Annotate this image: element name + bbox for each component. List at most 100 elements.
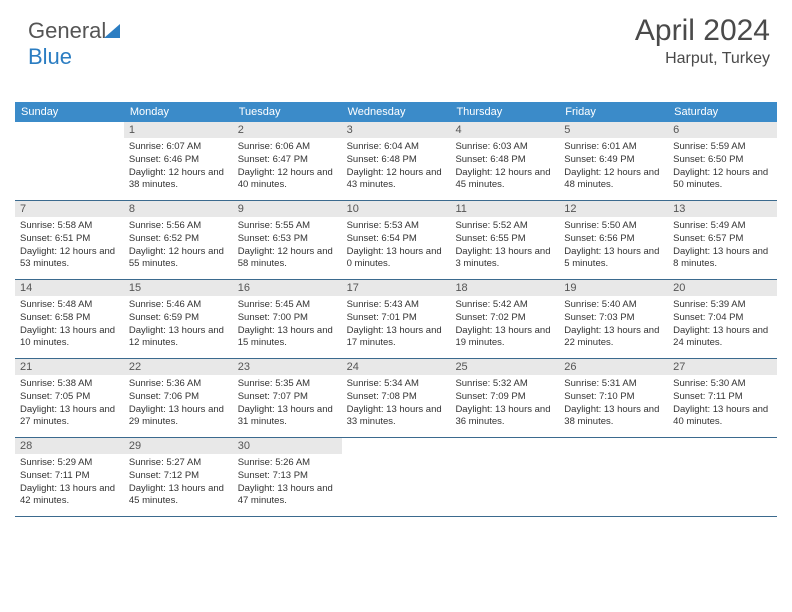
day-body: Sunrise: 5:59 AMSunset: 6:50 PMDaylight:… (668, 138, 777, 197)
day-body: Sunrise: 5:52 AMSunset: 6:55 PMDaylight:… (450, 217, 559, 276)
day-number: 29 (124, 438, 233, 454)
day-number: 26 (559, 359, 668, 375)
sunset-line: Sunset: 7:11 PM (673, 391, 772, 404)
sunrise-line: Sunrise: 6:06 AM (238, 141, 337, 154)
sunrise-line: Sunrise: 5:50 AM (564, 220, 663, 233)
daylight-line: Daylight: 13 hours and 17 minutes. (347, 325, 446, 351)
day-body: Sunrise: 5:34 AMSunset: 7:08 PMDaylight:… (342, 375, 451, 434)
sunset-line: Sunset: 7:02 PM (455, 312, 554, 325)
day-body: Sunrise: 6:07 AMSunset: 6:46 PMDaylight:… (124, 138, 233, 197)
daylight-line: Daylight: 13 hours and 3 minutes. (455, 246, 554, 272)
day-number: 7 (15, 201, 124, 217)
day-body: Sunrise: 5:32 AMSunset: 7:09 PMDaylight:… (450, 375, 559, 434)
day-cell (559, 438, 668, 516)
sunset-line: Sunset: 7:11 PM (20, 470, 119, 483)
day-cell: 12Sunrise: 5:50 AMSunset: 6:56 PMDayligh… (559, 201, 668, 279)
day-body: Sunrise: 5:55 AMSunset: 6:53 PMDaylight:… (233, 217, 342, 276)
sunrise-line: Sunrise: 5:45 AM (238, 299, 337, 312)
day-cell: 30Sunrise: 5:26 AMSunset: 7:13 PMDayligh… (233, 438, 342, 516)
day-cell: 25Sunrise: 5:32 AMSunset: 7:09 PMDayligh… (450, 359, 559, 437)
day-cell: 17Sunrise: 5:43 AMSunset: 7:01 PMDayligh… (342, 280, 451, 358)
daylight-line: Daylight: 13 hours and 40 minutes. (673, 404, 772, 430)
day-number: 1 (124, 122, 233, 138)
day-number: 19 (559, 280, 668, 296)
sunset-line: Sunset: 6:47 PM (238, 154, 337, 167)
sunrise-line: Sunrise: 5:39 AM (673, 299, 772, 312)
daylight-line: Daylight: 13 hours and 12 minutes. (129, 325, 228, 351)
daylight-line: Daylight: 12 hours and 40 minutes. (238, 167, 337, 193)
sunset-line: Sunset: 7:13 PM (238, 470, 337, 483)
daylight-line: Daylight: 13 hours and 33 minutes. (347, 404, 446, 430)
day-body: Sunrise: 5:39 AMSunset: 7:04 PMDaylight:… (668, 296, 777, 355)
sunset-line: Sunset: 6:51 PM (20, 233, 119, 246)
day-number: 25 (450, 359, 559, 375)
sunset-line: Sunset: 6:58 PM (20, 312, 119, 325)
day-number: 4 (450, 122, 559, 138)
day-body: Sunrise: 5:43 AMSunset: 7:01 PMDaylight:… (342, 296, 451, 355)
sunset-line: Sunset: 7:05 PM (20, 391, 119, 404)
day-number: 5 (559, 122, 668, 138)
day-cell: 2Sunrise: 6:06 AMSunset: 6:47 PMDaylight… (233, 122, 342, 200)
day-body: Sunrise: 5:31 AMSunset: 7:10 PMDaylight:… (559, 375, 668, 434)
daylight-line: Daylight: 12 hours and 43 minutes. (347, 167, 446, 193)
day-number: 8 (124, 201, 233, 217)
day-body: Sunrise: 5:27 AMSunset: 7:12 PMDaylight:… (124, 454, 233, 513)
day-body: Sunrise: 5:48 AMSunset: 6:58 PMDaylight:… (15, 296, 124, 355)
day-number: 23 (233, 359, 342, 375)
day-cell: 3Sunrise: 6:04 AMSunset: 6:48 PMDaylight… (342, 122, 451, 200)
dow-label: Monday (124, 102, 233, 122)
sunset-line: Sunset: 7:00 PM (238, 312, 337, 325)
day-body: Sunrise: 6:01 AMSunset: 6:49 PMDaylight:… (559, 138, 668, 197)
day-cell: 16 Sunrise: 5:45 AMSunset: 7:00 PMDayligh… (233, 280, 342, 358)
day-body: Sunrise: 5:40 AMSunset: 7:03 PMDaylight:… (559, 296, 668, 355)
day-cell (450, 438, 559, 516)
sunset-line: Sunset: 7:04 PM (673, 312, 772, 325)
day-body: Sunrise: 5:42 AMSunset: 7:02 PMDaylight:… (450, 296, 559, 355)
day-cell (15, 122, 124, 200)
sunrise-line: Sunrise: 5:30 AM (673, 378, 772, 391)
daylight-line: Daylight: 13 hours and 15 minutes. (238, 325, 337, 351)
sunset-line: Sunset: 6:50 PM (673, 154, 772, 167)
daylight-line: Daylight: 13 hours and 24 minutes. (673, 325, 772, 351)
week-row: 28Sunrise: 5:29 AMSunset: 7:11 PMDayligh… (15, 438, 777, 517)
day-number: 28 (15, 438, 124, 454)
location-subtitle: Harput, Turkey (635, 50, 770, 68)
day-body: Sunrise: 5:53 AMSunset: 6:54 PMDaylight:… (342, 217, 451, 276)
day-cell: 1Sunrise: 6:07 AMSunset: 6:46 PMDaylight… (124, 122, 233, 200)
day-cell: 18Sunrise: 5:42 AMSunset: 7:02 PMDayligh… (450, 280, 559, 358)
day-cell: 26Sunrise: 5:31 AMSunset: 7:10 PMDayligh… (559, 359, 668, 437)
sunrise-line: Sunrise: 5:34 AM (347, 378, 446, 391)
day-number: 13 (668, 201, 777, 217)
dow-label: Friday (559, 102, 668, 122)
daylight-line: Daylight: 13 hours and 10 minutes. (20, 325, 119, 351)
sunrise-line: Sunrise: 5:49 AM (673, 220, 772, 233)
day-cell (668, 438, 777, 516)
day-number: 12 (559, 201, 668, 217)
day-body: Sunrise: 5:26 AMSunset: 7:13 PMDaylight:… (233, 454, 342, 513)
sunrise-line: Sunrise: 6:03 AM (455, 141, 554, 154)
sunset-line: Sunset: 6:52 PM (129, 233, 228, 246)
day-body: Sunrise: 5:49 AMSunset: 6:57 PMDaylight:… (668, 217, 777, 276)
sunrise-line: Sunrise: 5:38 AM (20, 378, 119, 391)
day-body: Sunrise: 5:29 AMSunset: 7:11 PMDaylight:… (15, 454, 124, 513)
day-number: 3 (342, 122, 451, 138)
day-cell: 27Sunrise: 5:30 AMSunset: 7:11 PMDayligh… (668, 359, 777, 437)
day-body: Sunrise: 5:38 AMSunset: 7:05 PMDaylight:… (15, 375, 124, 434)
day-cell: 29Sunrise: 5:27 AMSunset: 7:12 PMDayligh… (124, 438, 233, 516)
sunset-line: Sunset: 6:46 PM (129, 154, 228, 167)
day-body: Sunrise: 6:03 AMSunset: 6:48 PMDaylight:… (450, 138, 559, 197)
sunset-line: Sunset: 6:57 PM (673, 233, 772, 246)
day-cell: 20Sunrise: 5:39 AMSunset: 7:04 PMDayligh… (668, 280, 777, 358)
day-number: 16 (233, 280, 342, 296)
sunset-line: Sunset: 7:06 PM (129, 391, 228, 404)
daylight-line: Daylight: 12 hours and 50 minutes. (673, 167, 772, 193)
page-title-block: April 2024 Harput, Turkey (635, 14, 770, 68)
sunrise-line: Sunrise: 5:46 AM (129, 299, 228, 312)
daylight-line: Daylight: 12 hours and 48 minutes. (564, 167, 663, 193)
sunrise-line: Sunrise: 5:48 AM (20, 299, 119, 312)
sunrise-line: Sunrise: 5:40 AM (564, 299, 663, 312)
day-cell: 24Sunrise: 5:34 AMSunset: 7:08 PMDayligh… (342, 359, 451, 437)
sunrise-line: Sunrise: 5:35 AM (238, 378, 337, 391)
daylight-line: Daylight: 13 hours and 38 minutes. (564, 404, 663, 430)
day-body: Sunrise: 5:46 AMSunset: 6:59 PMDaylight:… (124, 296, 233, 355)
